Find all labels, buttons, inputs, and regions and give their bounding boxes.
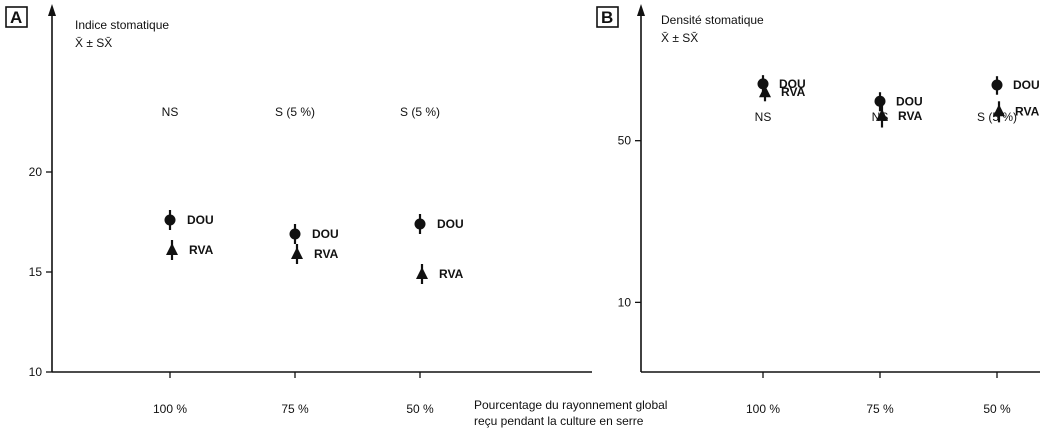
y-axis-arrow-a [48,4,56,16]
x-axis-title-line-2: reçu pendant la culture en serre [474,414,644,428]
y-tick-label: 20 [29,165,43,179]
data-label-rva: RVA [189,243,214,257]
data-point-dou [991,79,1003,91]
y-axis-title-b: Densité stomatique [661,13,764,27]
data-point-rva [759,85,771,98]
data-label-rva: RVA [1015,104,1040,118]
data-point-rva [291,247,303,259]
data-point-rva [166,243,178,255]
y-axis-title-a-sub: X̄ ± SX̄ [75,36,112,50]
data-label-dou: DOU [437,217,464,231]
y-axis-title-a: Indice stomatique [75,18,169,32]
data-label-dou: DOU [1013,78,1040,92]
data-point-rva [993,104,1005,117]
x-tick-label: 100 % [153,402,187,416]
y-tick-label: 10 [618,295,632,309]
data-label-rva: RVA [781,85,806,99]
panel-label-box-b [596,6,619,28]
significance-label: NS [755,110,772,124]
panel-label-box-a [5,6,28,28]
data-label-rva: RVA [439,267,464,281]
data-point-dou [757,78,769,90]
data-label-dou: DOU [896,94,923,108]
panel-label-a: A [10,8,22,27]
y-axis-arrow-b [637,4,645,16]
x-tick-label: 100 % [746,402,780,416]
y-tick-label: 50 [618,134,632,148]
x-tick-label: 50 % [406,402,434,416]
y-tick-label: 10 [29,365,43,379]
data-point-dou [289,228,301,240]
significance-label: NS [162,105,179,119]
x-tick-label: 75 % [866,402,894,416]
x-axis-title-line-1: Pourcentage du rayonnement global [474,398,667,412]
significance-label: S (5 %) [977,110,1017,124]
panel-b: B Densité stomatique X̄ ± SX̄ 10 50 100 % N… [596,4,1040,416]
marks-a: 10 15 20 100 % NS 75 % S (5 %) 50 % S (5 %) DOU DO… [29,105,464,416]
panel-a: A Indice stomatique X̄ ± SX̄ 10 15 20 100 %… [5,4,592,416]
data-point-dou [874,95,886,107]
significance-label: S (5 %) [400,105,440,119]
y-tick-label: 15 [29,265,43,279]
data-point-rva [416,267,428,279]
data-point-dou [164,214,176,226]
data-label-dou: DOU [312,227,339,241]
significance-label: S (5 %) [275,105,315,119]
x-tick-label: 50 % [983,402,1011,416]
data-label-dou: DOU [779,77,806,91]
x-tick-label: 75 % [281,402,309,416]
data-label-rva: RVA [898,109,923,123]
data-point-dou [414,218,426,230]
panel-label-b: B [601,8,613,27]
y-axis-title-b-sub: X̄ ± SX̄ [661,31,698,45]
data-label-dou: DOU [187,213,214,227]
data-label-rva: RVA [314,247,339,261]
data-point-rva [876,108,888,121]
